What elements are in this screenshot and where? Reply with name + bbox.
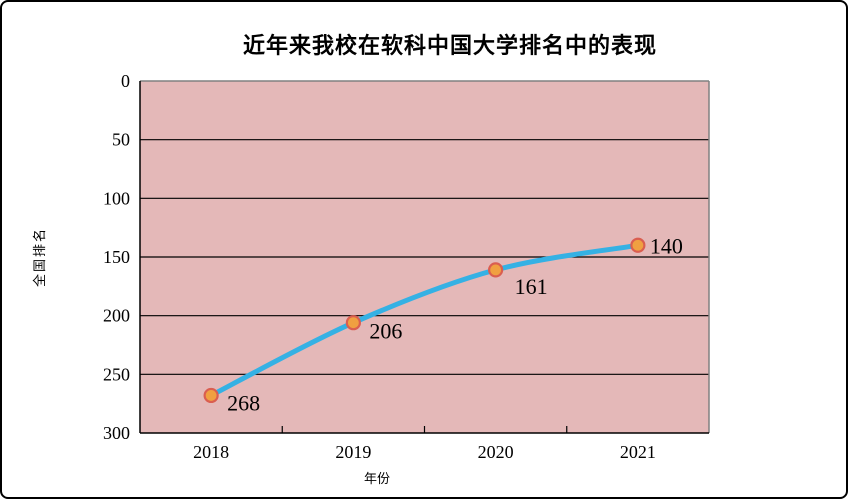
y-tick-label: 150: [103, 247, 130, 267]
data-point-marker: [345, 315, 361, 331]
series-line: [208, 242, 641, 398]
x-axis-title: 年份: [364, 471, 390, 486]
y-tick-label: 250: [103, 364, 130, 384]
y-axis-title: 全国排名: [32, 227, 47, 287]
y-tick-label: 300: [103, 423, 130, 443]
data-label: 206: [369, 319, 402, 344]
y-tick-label: 100: [103, 188, 130, 208]
data-point-marker: [488, 262, 504, 278]
y-tick-label: 200: [103, 306, 130, 326]
x-tick-label: 2021: [620, 442, 656, 462]
data-point-marker: [203, 387, 219, 404]
data-label: 268: [227, 390, 260, 415]
x-tick-label: 2018: [193, 442, 229, 462]
data-label: 161: [515, 274, 548, 299]
chart-title: 近年来我校在软科中国大学排名中的表现: [242, 33, 657, 58]
data-point-marker: [630, 237, 646, 253]
x-tick-label: 2020: [478, 442, 514, 462]
y-tick-label: 0: [121, 71, 130, 91]
data-label: 140: [650, 233, 683, 258]
y-tick-label: 50: [112, 130, 130, 150]
x-tick-label: 2019: [335, 442, 371, 462]
